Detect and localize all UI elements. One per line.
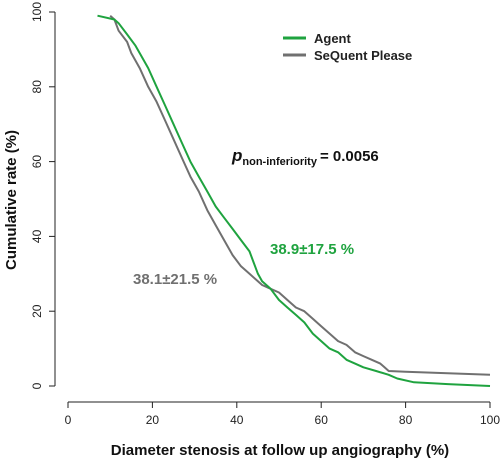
- legend-label-sequent: SeQuent Please: [314, 48, 412, 63]
- y-tick-label: 80: [30, 80, 44, 94]
- p-value-annotation: pnon-inferiority = 0.0056: [231, 146, 379, 168]
- y-tick-label: 60: [30, 155, 44, 169]
- x-axis-title: Diameter stenosis at follow up angiograp…: [111, 442, 449, 459]
- p-symbol: p: [231, 146, 242, 165]
- y-axis-title: Cumulative rate (%): [3, 130, 20, 270]
- series-layer: [97, 14, 491, 387]
- p-subscript: non-inferiority: [242, 156, 317, 168]
- legend: Agent SeQuent Please: [283, 31, 412, 63]
- y-tick-label: 0: [30, 382, 44, 389]
- x-tick-label: 100: [480, 413, 500, 427]
- x-tick-label: 20: [146, 413, 160, 427]
- agent-mean-annotation: 38.9±17.5 %: [270, 241, 354, 258]
- series-line-agent: [97, 14, 491, 387]
- series-line-sequent-please: [109, 14, 491, 376]
- axes: [54, 12, 490, 403]
- y-ticks: 0 20 40 60 80 100: [30, 2, 55, 389]
- sequent-mean-annotation: 38.1±21.5 %: [133, 271, 217, 288]
- legend-label-agent: Agent: [314, 31, 352, 46]
- x-tick-label: 60: [315, 413, 329, 427]
- x-tick-label: 80: [399, 413, 413, 427]
- p-value-text: pnon-inferiority = 0.0056: [231, 146, 379, 168]
- x-tick-label: 40: [230, 413, 244, 427]
- x-tick-label: 0: [65, 413, 72, 427]
- y-tick-label: 40: [30, 229, 44, 243]
- y-tick-label: 100: [30, 2, 44, 22]
- y-tick-label: 20: [30, 304, 44, 318]
- x-ticks: 0 20 40 60 80 100: [65, 402, 500, 427]
- p-value: = 0.0056: [320, 148, 379, 165]
